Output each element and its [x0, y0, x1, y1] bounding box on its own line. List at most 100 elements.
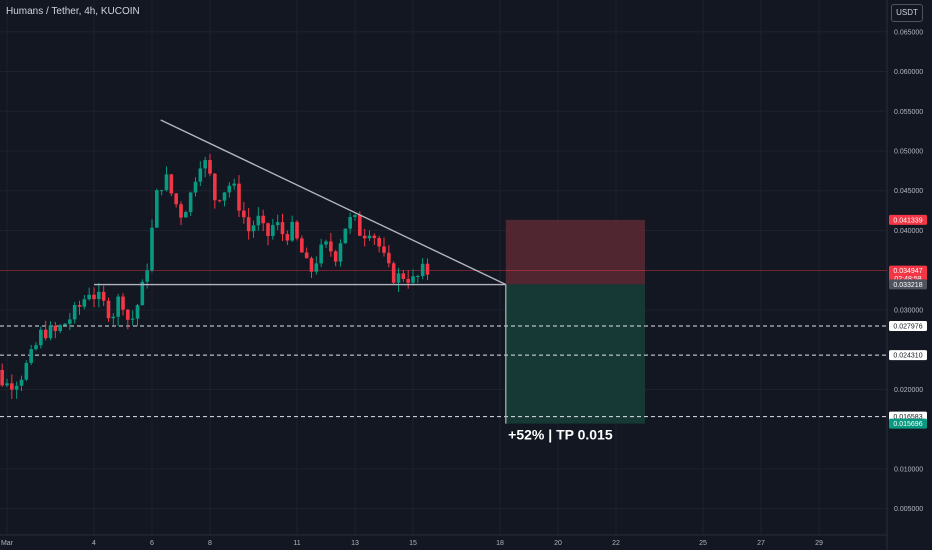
candle-down: [242, 210, 246, 218]
candle-down: [362, 235, 367, 239]
candle-up: [324, 241, 328, 245]
candle-up: [227, 185, 232, 193]
candle-down: [126, 309, 130, 320]
price-tick-label: 0.020000: [894, 387, 923, 394]
candle-up: [396, 273, 401, 283]
time-tick-label: Mar: [1, 540, 14, 547]
candle-up: [19, 379, 24, 386]
candle-up: [353, 215, 357, 217]
candle-down: [372, 235, 377, 239]
price-tick-label: 0.030000: [894, 307, 923, 314]
candle-down: [266, 223, 270, 236]
price-axis[interactable]: 0.065000 0.060000 0.055000 0.050000 0.045000…: [894, 29, 923, 513]
candle-down: [121, 296, 125, 310]
candle-up: [97, 291, 101, 300]
stop-loss-zone: [505, 219, 645, 285]
candle-up: [256, 215, 261, 226]
candle-up: [411, 276, 415, 283]
price-tick-label: 0.010000: [894, 466, 923, 473]
candles: [0, 153, 430, 399]
time-tick-label: 20: [554, 540, 562, 547]
time-tick-label: 11: [293, 540, 300, 547]
time-tick-label: 25: [699, 540, 707, 547]
candle-down: [295, 221, 299, 239]
candle-up: [314, 263, 319, 272]
price-tag-label: 0.015696: [893, 421, 922, 428]
candle-down: [246, 217, 251, 232]
time-tick-label: 4: [92, 540, 96, 547]
candle-down: [0, 369, 4, 386]
candle-down: [406, 278, 410, 283]
candle-up: [367, 235, 372, 239]
candle-up: [343, 228, 348, 244]
candle-down: [10, 383, 14, 390]
position-label: +52% | TP 0.015: [508, 427, 613, 443]
symbol-title[interactable]: Humans / Tether, 4h, KUCOIN: [6, 6, 140, 17]
time-tick-label: 13: [351, 540, 359, 547]
candle-up: [63, 323, 67, 326]
candle-up: [140, 281, 145, 306]
time-tick-label: 29: [815, 540, 823, 547]
grid: [0, 0, 888, 550]
candle-up: [275, 222, 280, 226]
candle-down: [401, 273, 406, 279]
candle-up: [130, 318, 135, 320]
candle-down: [213, 173, 217, 201]
candle-up: [271, 225, 275, 236]
candle-up: [68, 319, 72, 324]
candle-up: [198, 168, 203, 182]
candle-down: [217, 200, 222, 202]
time-tick-label: 18: [496, 540, 504, 547]
candle-down: [285, 234, 290, 241]
price-tick-label: 0.050000: [894, 149, 923, 156]
price-tag: [889, 321, 927, 332]
candle-down: [304, 252, 309, 259]
candle-down: [208, 160, 212, 174]
price-tick-label: 0.045000: [894, 188, 923, 195]
price-tag: [889, 214, 927, 225]
candle-up: [150, 227, 154, 271]
price-tag: [889, 279, 927, 290]
candle-up: [222, 192, 227, 201]
candle-down: [106, 300, 111, 319]
horizontal-levels: [0, 270, 887, 418]
candle-up: [39, 329, 43, 346]
candle-up: [34, 345, 38, 350]
candle-down: [300, 238, 304, 253]
candle-down: [333, 251, 338, 262]
candle-up: [338, 243, 343, 262]
candle-up: [5, 383, 9, 386]
price-tick-label: 0.065000: [894, 29, 923, 36]
candle-down: [329, 241, 333, 252]
candle-down: [169, 174, 174, 194]
candle-up: [135, 305, 140, 319]
candle-up: [72, 304, 77, 320]
candle-up: [58, 325, 62, 332]
candle-down: [309, 258, 314, 272]
candle-up: [164, 174, 169, 191]
candle-up: [111, 316, 116, 319]
currency-button[interactable]: USDT: [891, 4, 923, 22]
candle-up: [116, 296, 120, 317]
candle-down: [387, 252, 391, 264]
candle-up: [87, 294, 91, 300]
price-tags: 0.0413390.03494702:48:580.0332180.027976…: [889, 214, 927, 429]
candle-up: [14, 385, 19, 390]
price-tick-label: 0.040000: [894, 228, 923, 235]
candle-up: [348, 216, 352, 229]
candle-down: [237, 183, 241, 211]
time-tick-label: 27: [757, 540, 765, 547]
candle-down: [43, 329, 48, 339]
price-tag: [889, 418, 927, 429]
time-tick-label: 8: [208, 540, 212, 547]
candle-up: [145, 270, 149, 282]
candle-down: [391, 263, 396, 283]
candle-down: [53, 325, 58, 332]
candle-down: [179, 204, 183, 218]
time-axis[interactable]: Mar 4 6 8 11 13 15 18 20 22 25 27 29: [1, 540, 823, 547]
trendlines: [94, 119, 507, 424]
candle-up: [29, 349, 33, 363]
price-tick-label: 0.055000: [894, 109, 923, 116]
time-tick-label: 15: [409, 540, 417, 547]
